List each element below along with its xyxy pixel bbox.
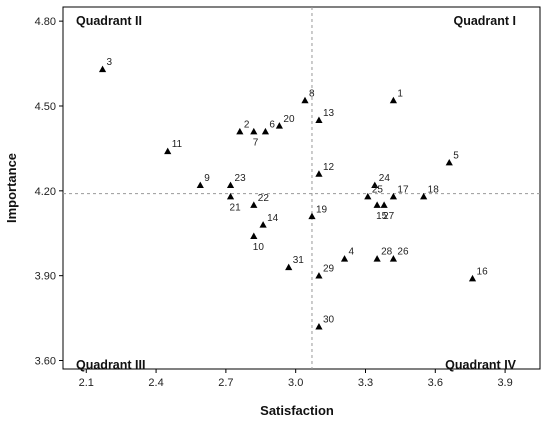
data-point-marker — [468, 274, 477, 282]
data-point-label: 22 — [258, 193, 270, 204]
x-tick-label: 3.0 — [288, 377, 303, 389]
data-point-label: 9 — [204, 173, 210, 184]
data-point-marker — [236, 127, 244, 135]
data-point-marker — [389, 192, 398, 200]
y-tick-label: 4.80 — [35, 16, 56, 28]
data-point-marker — [389, 96, 398, 104]
data-point-label: 1 — [397, 88, 403, 99]
data-point-label: 20 — [283, 114, 295, 125]
x-axis-ticks: 2.1 2.4 2.7 3.0 3.3 3.6 3.9 — [79, 369, 513, 389]
y-tick-label: 4.20 — [35, 186, 56, 198]
data-point-marker — [261, 127, 270, 135]
data-point-marker — [196, 181, 204, 189]
data-point-marker — [380, 201, 388, 208]
data-point-marker — [164, 147, 172, 155]
data-point-marker — [364, 192, 372, 200]
data-point-label: 3 — [107, 57, 113, 68]
quadrant-iv-label: Quadrant IV — [445, 358, 517, 372]
data-point-marker — [250, 201, 258, 208]
data-point-label: 28 — [381, 247, 393, 258]
y-tick-label: 3.90 — [35, 271, 56, 283]
data-point-label: 19 — [316, 204, 328, 215]
data-point-marker — [301, 96, 309, 104]
data-point-marker — [98, 65, 107, 73]
x-axis-label: Satisfaction — [260, 403, 334, 418]
data-point-label: 8 — [309, 88, 315, 99]
x-tick-label: 3.3 — [358, 377, 373, 389]
data-point-label: 31 — [293, 255, 305, 266]
data-point-marker — [315, 170, 323, 177]
data-point-label: 7 — [253, 137, 259, 148]
quadrant-i-label: Quadrant I — [453, 14, 516, 28]
y-axis-ticks: 3.60 3.90 4.20 4.50 4.80 — [35, 16, 63, 368]
data-point-label: 6 — [269, 119, 275, 130]
x-tick-label: 2.1 — [79, 377, 94, 389]
data-point-label: 23 — [235, 173, 247, 184]
data-point-label: 27 — [383, 211, 395, 222]
data-point-marker — [259, 221, 267, 228]
x-tick-label: 2.4 — [148, 377, 163, 389]
data-point-label: 4 — [349, 247, 355, 258]
quadrant-iii-label: Quadrant III — [76, 358, 145, 372]
data-point-marker — [315, 272, 323, 279]
data-point-marker — [420, 192, 428, 200]
data-point-label: 5 — [453, 151, 459, 162]
x-tick-label: 2.7 — [218, 377, 233, 389]
data-point-label: 26 — [397, 247, 409, 258]
data-point-label: 2 — [244, 119, 250, 130]
data-point-marker — [389, 255, 398, 262]
y-axis-label: Importance — [4, 153, 19, 223]
quadrant-ii-label: Quadrant II — [76, 14, 142, 28]
data-point-label: 11 — [172, 139, 183, 150]
data-point-label: 21 — [230, 202, 242, 213]
data-point-marker — [373, 255, 381, 262]
data-point-marker — [371, 181, 379, 189]
data-point-marker — [250, 127, 258, 135]
data-point-label: 15 — [376, 211, 388, 222]
data-point-marker — [226, 192, 235, 200]
data-point-marker — [285, 263, 293, 271]
data-point-label: 13 — [323, 108, 335, 119]
data-point-marker — [250, 232, 258, 239]
data-point-label: 25 — [372, 184, 384, 195]
data-point-marker — [308, 212, 316, 220]
data-point-marker — [373, 201, 381, 208]
data-point-marker — [226, 181, 235, 189]
data-point-label: 29 — [323, 264, 335, 275]
data-point-label: 30 — [323, 315, 335, 326]
data-point-marker — [445, 158, 453, 166]
data-point-label: 24 — [379, 173, 391, 184]
plot-frame — [62, 6, 541, 370]
data-point-label: 14 — [267, 213, 279, 224]
data-point-label: 10 — [253, 242, 265, 253]
data-point-label: 18 — [428, 184, 440, 195]
data-point-label: 12 — [323, 162, 335, 173]
data-point-label: 17 — [397, 184, 409, 195]
data-point-marker — [315, 322, 323, 330]
data-point-marker — [315, 116, 323, 124]
y-tick-label: 4.50 — [35, 101, 56, 113]
data-point-label: 16 — [477, 267, 489, 278]
data-point-marker — [340, 255, 349, 262]
x-tick-label: 3.6 — [428, 377, 443, 389]
data-point-marker — [275, 122, 283, 129]
y-tick-label: 3.60 — [35, 356, 56, 368]
x-tick-label: 3.9 — [497, 377, 512, 389]
